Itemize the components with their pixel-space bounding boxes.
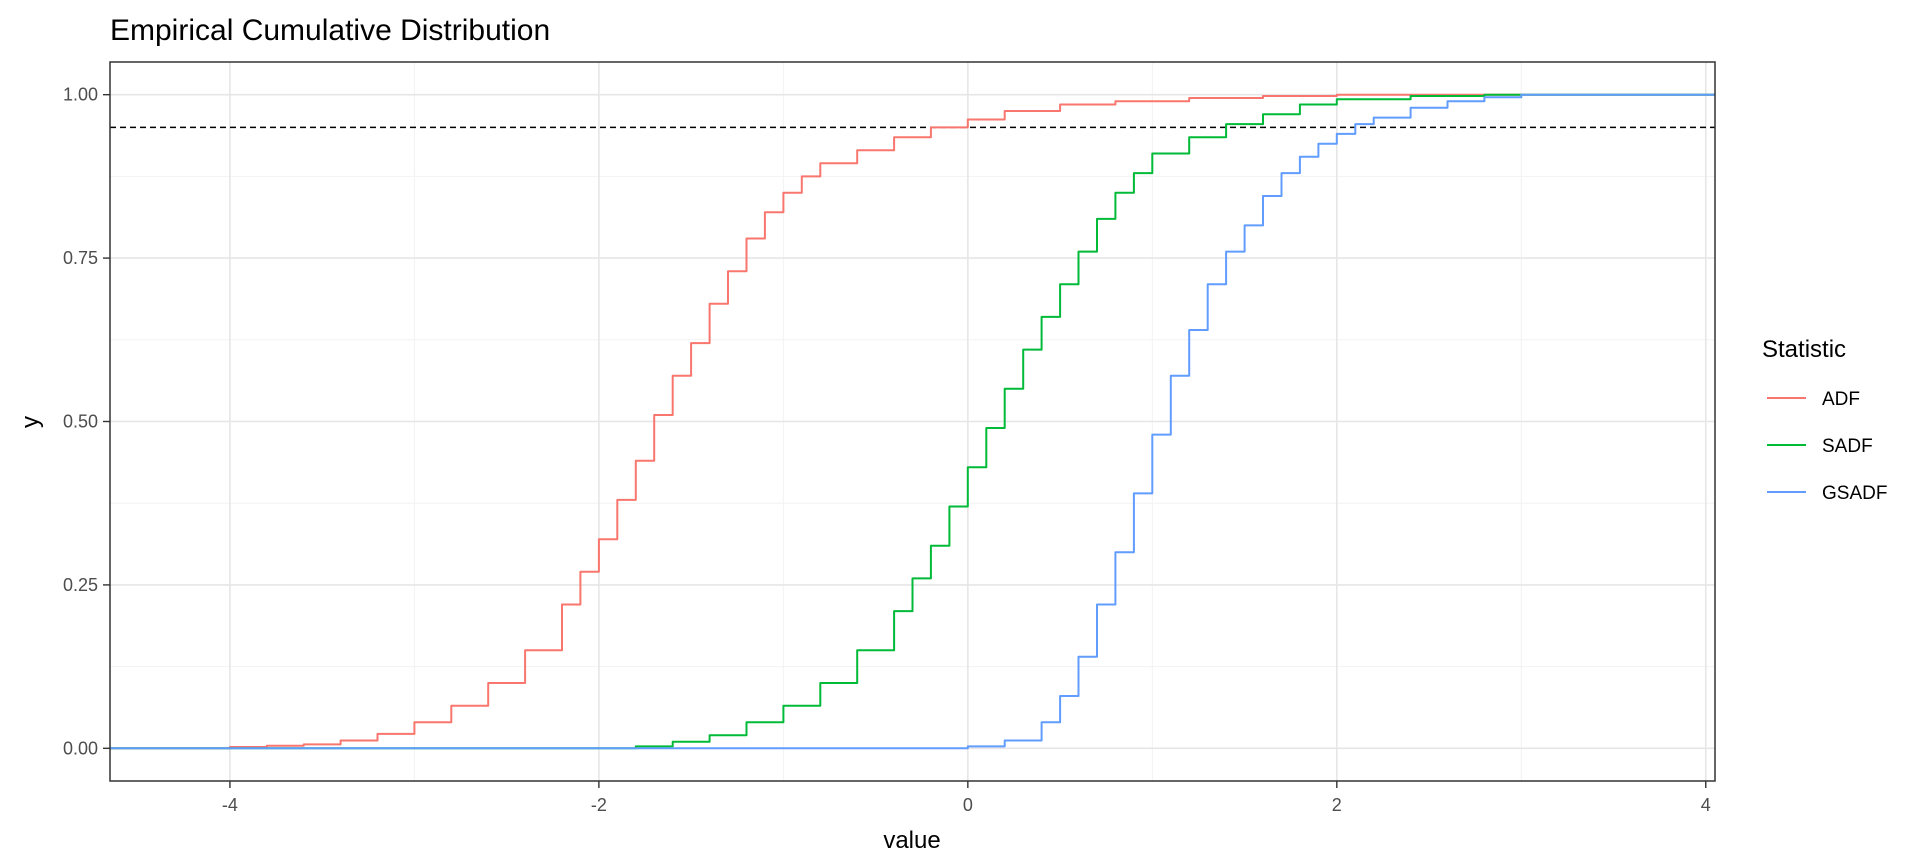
- x-tick-label: 4: [1701, 795, 1711, 815]
- chart-title: Empirical Cumulative Distribution: [110, 14, 550, 47]
- y-axis-title: y: [17, 416, 44, 428]
- legend-label-gsadf: GSADF: [1822, 483, 1887, 504]
- x-axis-title: value: [883, 827, 940, 854]
- legend-label-adf: ADF: [1822, 389, 1860, 410]
- y-tick-label: 1.00: [63, 85, 98, 105]
- y-tick-label: 0.75: [63, 248, 98, 268]
- legend: Statistic ADF SADF GSADF: [1762, 336, 1887, 504]
- x-tick-label: -2: [591, 795, 607, 815]
- y-tick-label: 0.50: [63, 412, 98, 432]
- series-line-adf: [110, 93, 1715, 750]
- legend-title: Statistic: [1762, 336, 1846, 363]
- x-tick-label: -4: [222, 795, 238, 815]
- x-tick-label: 2: [1332, 795, 1342, 815]
- x-tick-label: 0: [963, 795, 973, 815]
- y-axis-ticks: 0.00 0.25 0.50 0.75 1.00: [63, 85, 110, 758]
- legend-items: ADF SADF GSADF: [1767, 389, 1887, 504]
- y-tick-label: 0.00: [63, 738, 98, 758]
- series-line-sadf: [110, 93, 1715, 750]
- series-lines: [110, 93, 1715, 750]
- y-tick-label: 0.25: [63, 575, 98, 595]
- series-line-gsadf: [110, 93, 1715, 750]
- legend-label-sadf: SADF: [1822, 436, 1873, 457]
- gridlines: [110, 62, 1715, 781]
- x-axis-ticks: -4 -2 0 2 4: [222, 781, 1711, 815]
